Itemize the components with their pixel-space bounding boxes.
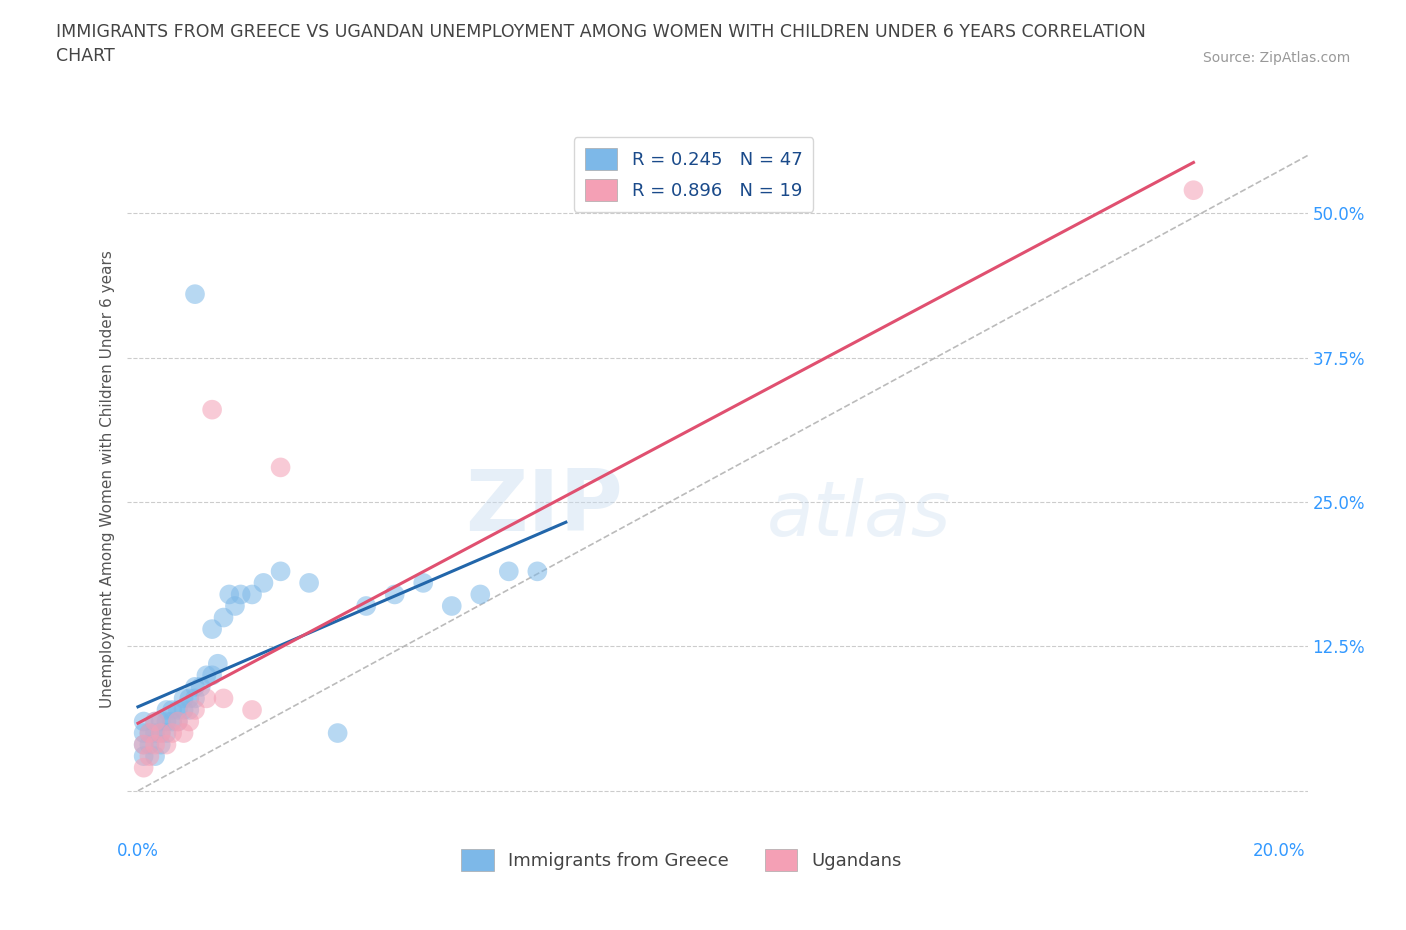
Point — [184, 691, 207, 706]
Point — [470, 587, 492, 602]
Point — [184, 286, 207, 301]
Point — [498, 564, 520, 578]
Point — [173, 702, 195, 717]
Point — [149, 725, 172, 740]
Point — [167, 702, 190, 717]
Point — [132, 714, 155, 729]
Point — [240, 702, 263, 717]
Point — [201, 668, 224, 683]
Point — [229, 587, 252, 602]
Point — [143, 714, 166, 729]
Point — [252, 576, 274, 591]
Point — [224, 599, 246, 614]
Point — [143, 725, 166, 740]
Point — [270, 460, 292, 475]
Point — [143, 737, 166, 752]
Point — [132, 760, 155, 775]
Point — [160, 725, 183, 740]
Point — [298, 576, 321, 591]
Point — [155, 714, 177, 729]
Point — [155, 725, 177, 740]
Text: Source: ZipAtlas.com: Source: ZipAtlas.com — [1202, 51, 1350, 65]
Text: ZIP: ZIP — [465, 466, 623, 549]
Point — [184, 702, 207, 717]
Point — [1182, 183, 1205, 198]
Point — [155, 737, 177, 752]
Point — [160, 714, 183, 729]
Point — [326, 725, 349, 740]
Point — [138, 725, 160, 740]
Point — [179, 702, 201, 717]
Point — [143, 749, 166, 764]
Point — [240, 587, 263, 602]
Point — [195, 691, 218, 706]
Point — [179, 691, 201, 706]
Point — [138, 737, 160, 752]
Point — [212, 691, 235, 706]
Point — [132, 749, 155, 764]
Point — [149, 714, 172, 729]
Point — [160, 702, 183, 717]
Legend: Immigrants from Greece, Ugandans: Immigrants from Greece, Ugandans — [454, 842, 910, 878]
Point — [412, 576, 434, 591]
Point — [440, 599, 463, 614]
Point — [195, 668, 218, 683]
Point — [149, 725, 172, 740]
Point — [201, 402, 224, 417]
Point — [138, 725, 160, 740]
Point — [201, 621, 224, 636]
Point — [155, 702, 177, 717]
Point — [207, 657, 229, 671]
Point — [143, 714, 166, 729]
Text: IMMIGRANTS FROM GREECE VS UGANDAN UNEMPLOYMENT AMONG WOMEN WITH CHILDREN UNDER 6: IMMIGRANTS FROM GREECE VS UGANDAN UNEMPL… — [56, 23, 1146, 65]
Point — [190, 680, 212, 695]
Point — [354, 599, 377, 614]
Y-axis label: Unemployment Among Women with Children Under 6 years: Unemployment Among Women with Children U… — [100, 250, 115, 708]
Point — [167, 714, 190, 729]
Point — [384, 587, 406, 602]
Point — [526, 564, 548, 578]
Point — [218, 587, 240, 602]
Point — [212, 610, 235, 625]
Text: atlas: atlas — [766, 478, 950, 551]
Point — [132, 737, 155, 752]
Point — [167, 714, 190, 729]
Point — [149, 737, 172, 752]
Point — [179, 714, 201, 729]
Point — [132, 725, 155, 740]
Point — [270, 564, 292, 578]
Point — [132, 737, 155, 752]
Point — [173, 725, 195, 740]
Point — [173, 691, 195, 706]
Point — [184, 680, 207, 695]
Point — [138, 749, 160, 764]
